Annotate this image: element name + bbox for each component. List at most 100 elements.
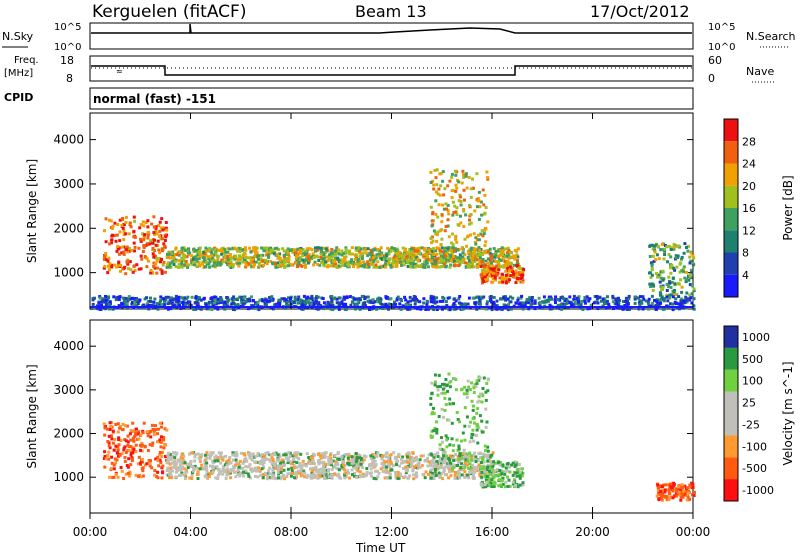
velocity-cell: [207, 475, 211, 478]
velocity-cell: [396, 474, 400, 478]
velocity-cell: [211, 466, 215, 470]
power-cell: [477, 199, 481, 203]
power-cell: [367, 262, 371, 266]
power-cell: [213, 248, 217, 252]
power-cell: [420, 246, 424, 250]
velocity-cell: [413, 459, 417, 462]
power-cell: [489, 295, 493, 298]
power-cell: [481, 188, 485, 192]
velocity-cell: [429, 476, 433, 480]
power-colorbar-swatch: [724, 274, 738, 298]
power-cell: [497, 268, 501, 272]
power-cell: [579, 306, 583, 310]
power-cell: [378, 249, 382, 252]
velocity-cell: [130, 457, 134, 461]
power-cell: [387, 260, 391, 264]
power-cell: [683, 242, 687, 246]
power-cell: [241, 303, 245, 307]
velocity-cell: [272, 460, 275, 464]
power-cell: [502, 296, 506, 299]
power-cell: [364, 247, 368, 251]
velocity-cell: [359, 462, 363, 466]
velocity-cell: [373, 459, 377, 463]
power-cell: [216, 297, 220, 301]
power-cell: [178, 251, 182, 255]
velocity-cell: [398, 474, 402, 478]
power-cell: [108, 218, 111, 222]
velocity-cell: [191, 469, 195, 473]
velocity-cell: [218, 472, 222, 476]
velocity-cell: [140, 458, 144, 461]
power-cell: [135, 263, 139, 267]
power-cell: [224, 250, 228, 254]
power-cell: [465, 244, 469, 248]
power-cell: [149, 239, 153, 243]
power-cell: [181, 296, 185, 300]
power-cell: [429, 181, 433, 184]
power-cell: [603, 297, 607, 301]
power-cell: [465, 186, 469, 190]
power-cell: [474, 253, 478, 257]
power-cell: [297, 260, 301, 264]
power-cell: [405, 250, 409, 254]
power-cell: [493, 276, 497, 280]
power-cell: [132, 297, 136, 301]
velocity-cell: [248, 456, 252, 460]
power-cell: [504, 269, 508, 273]
velocity-cell: [173, 466, 177, 469]
power-cell: [316, 246, 320, 250]
velocity-cell: [276, 453, 280, 457]
power-cell: [108, 262, 112, 266]
power-cell: [486, 220, 490, 224]
power-cell: [444, 255, 448, 259]
power-cell: [521, 301, 525, 305]
power-cell: [351, 296, 355, 300]
power-cell: [505, 259, 509, 263]
velocity-cell: [478, 469, 482, 473]
power-cell: [489, 254, 493, 258]
velocity-cell: [355, 464, 359, 468]
power-cell: [169, 296, 173, 300]
velocity-cell: [114, 444, 118, 448]
velocity-cell: [480, 483, 484, 487]
velocity-cell: [137, 437, 141, 441]
power-cell: [106, 259, 110, 263]
power-cell: [230, 297, 234, 301]
velocity-cell: [370, 474, 373, 478]
velocity-cell: [360, 464, 364, 468]
power-cell: [429, 170, 433, 174]
power-cell: [304, 297, 308, 301]
power-cell: [509, 274, 513, 278]
power-cell: [330, 264, 334, 268]
velocity-cell: [286, 456, 290, 460]
power-cell: [488, 247, 492, 251]
power-cell: [439, 254, 443, 258]
power-cell: [149, 296, 152, 300]
power-cell: [236, 262, 240, 266]
power-cell: [479, 265, 483, 268]
power-cell: [253, 246, 257, 250]
velocity-cell: [286, 472, 290, 476]
power-cell: [283, 260, 287, 264]
velocity-cell: [485, 420, 489, 424]
power-cell: [155, 266, 159, 270]
velocity-cell: [396, 470, 400, 474]
velocity-cell: [418, 465, 422, 469]
velocity-cell: [452, 459, 456, 462]
velocity-cell: [483, 471, 487, 474]
power-cell: [371, 257, 375, 261]
velocity-cell: [244, 465, 248, 469]
power-cell: [588, 306, 592, 310]
power-cell: [430, 256, 434, 260]
power-cell: [475, 307, 479, 311]
velocity-cell: [464, 455, 467, 459]
power-cell: [439, 243, 443, 247]
velocity-cell: [341, 458, 345, 462]
velocity-cell: [263, 458, 267, 462]
power-cell: [650, 294, 654, 298]
power-cell: [250, 265, 254, 269]
power-cell: [133, 269, 137, 272]
velocity-cell: [396, 477, 400, 480]
velocity-cell: [342, 460, 345, 464]
